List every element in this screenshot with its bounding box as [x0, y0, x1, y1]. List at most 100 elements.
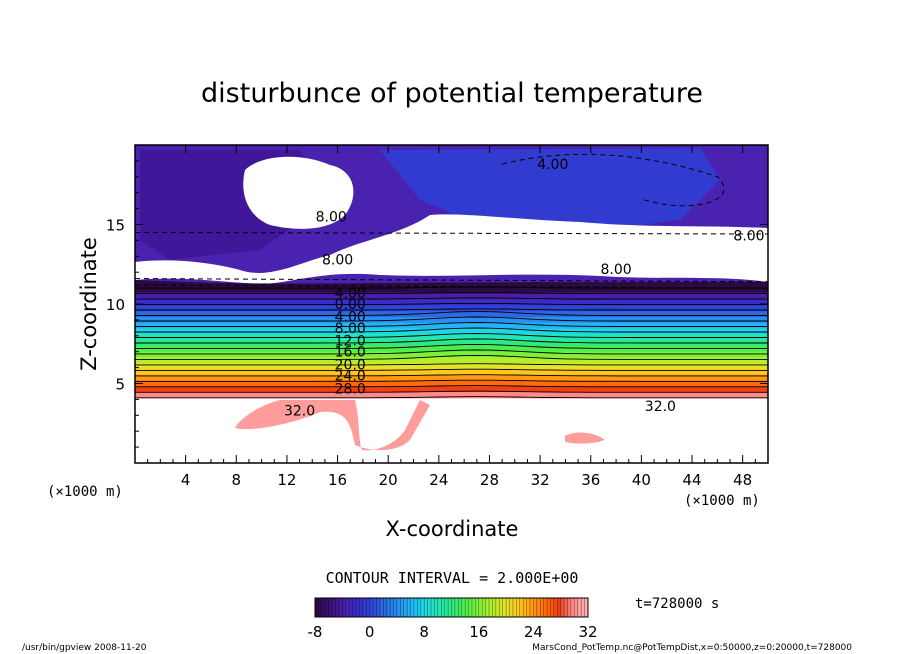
colorbar-cell	[349, 598, 354, 617]
x-tick-label: 16	[328, 471, 347, 489]
temperature-band	[135, 351, 768, 358]
colorbar-cell	[417, 598, 422, 617]
salmon-blob-left	[235, 400, 430, 451]
colorbar-cell	[431, 598, 435, 617]
temperature-band	[135, 311, 768, 318]
colorbar-cell	[550, 598, 555, 617]
colorbar-frame	[314, 597, 589, 618]
contour-label: 8.00	[322, 252, 353, 268]
contour-line	[135, 363, 768, 366]
colorbar-cell	[458, 598, 463, 617]
colorbar-cell	[403, 598, 408, 617]
contour-label: 0.00	[335, 297, 366, 313]
colorbar-cell	[581, 598, 586, 617]
x-unit-left: (×1000 m)	[47, 484, 123, 500]
contour-line	[135, 390, 768, 393]
contour-label: 4.00	[537, 157, 568, 173]
chart-title: disturbunce of potential temperature	[201, 78, 703, 109]
colorbar-cell	[482, 598, 487, 617]
contour-label: 4.00	[335, 286, 366, 302]
temperature-band	[135, 316, 768, 324]
colorbar	[314, 598, 589, 617]
contour-line	[135, 316, 768, 322]
temperature-band	[135, 368, 768, 376]
colorbar-cell	[547, 598, 551, 617]
contour-label: 8.00	[733, 229, 764, 245]
x-tick-label: 4	[181, 471, 191, 489]
colorbar-cell	[577, 598, 582, 617]
colorbar-cell	[390, 598, 394, 617]
colorbar-cell	[441, 598, 446, 617]
x-tick-label: 8	[232, 471, 242, 489]
contour-line	[135, 302, 768, 306]
colorbar-cell	[379, 598, 384, 617]
colorbar-cell	[366, 598, 371, 617]
contour-line	[135, 349, 768, 355]
temperature-band	[135, 293, 768, 301]
colorbar-cell	[362, 598, 367, 617]
contour-label: 16.0	[335, 345, 366, 361]
y-tick-label: 5	[115, 376, 125, 394]
colorbar-cell	[332, 598, 336, 617]
contour-label: 8.00	[335, 321, 366, 337]
colorbar-cell	[567, 598, 572, 617]
colorbar-cell	[564, 598, 569, 617]
temperature-band	[135, 386, 768, 393]
colorbar-cell	[502, 598, 507, 617]
colorbar-cell	[523, 598, 528, 617]
x-tick-label: 20	[379, 471, 398, 489]
colorbar-cell	[315, 598, 319, 617]
temperature-band	[135, 328, 768, 335]
colorbar-cell	[512, 598, 517, 617]
dashed-contour-line	[502, 153, 725, 207]
temperature-band	[135, 363, 768, 370]
colorbar-tick-label: 0	[365, 623, 375, 641]
time-text: t=728000 s	[635, 596, 719, 612]
colorbar-cell	[437, 598, 442, 617]
contour-line	[135, 297, 768, 300]
y-tick-label: 10	[106, 296, 125, 314]
contour-label: 28.0	[335, 381, 366, 397]
colorbar-cell	[342, 598, 347, 617]
plot-area: 4.008.008.008.008.004.000.004.008.0012.0…	[135, 145, 768, 463]
colorbar-cell	[434, 598, 439, 617]
colorbar-cell	[373, 598, 377, 617]
x-axis-ticks: 4 8 12 16 20 24 28 32 36 40 44 48	[147, 145, 756, 489]
contour-label: 4.00	[335, 310, 366, 326]
white-region-band	[135, 214, 768, 284]
contour-line	[135, 308, 768, 311]
contour-label: 8.00	[316, 210, 347, 226]
contour-interval-text: CONTOUR INTERVAL = 2.000E+00	[326, 569, 579, 587]
colorbar-cell	[529, 598, 534, 617]
contour-lines	[135, 153, 768, 399]
colorbar-tick-label: 32	[578, 623, 597, 641]
contour-label: 32.0	[645, 399, 676, 415]
colorbar-cell	[536, 598, 541, 617]
colorbar-cell	[574, 598, 579, 617]
temperature-band	[135, 392, 768, 399]
contour-line	[135, 333, 768, 338]
dashed-contour-line	[135, 284, 768, 289]
x-tick-label: 24	[429, 471, 448, 489]
contour-labels: 4.008.008.008.008.004.000.004.008.0012.0…	[284, 157, 765, 419]
colorbar-cell	[352, 598, 357, 617]
x-tick-label: 48	[733, 471, 752, 489]
temperature-band	[135, 345, 768, 353]
x-unit-right: (×1000 m)	[684, 493, 760, 509]
colorbar-cell	[506, 598, 511, 617]
colorbar-cell	[509, 598, 514, 617]
colorbar-cell	[386, 598, 391, 617]
colorbar-cell	[553, 598, 558, 617]
colorbar-cell	[495, 598, 500, 617]
contour-line	[135, 385, 768, 388]
x-tick-label: 32	[531, 471, 550, 489]
temperature-band	[135, 380, 768, 387]
colorbar-cell	[359, 598, 364, 617]
x-axis-label: X-coordinate	[386, 517, 519, 541]
contour-label: 20.0	[335, 357, 366, 373]
colorbar-cell	[519, 598, 524, 617]
colorbar-tick-label: 8	[419, 623, 429, 641]
colorbar-tick-label: 24	[524, 623, 543, 641]
colorbar-cell	[318, 598, 323, 617]
